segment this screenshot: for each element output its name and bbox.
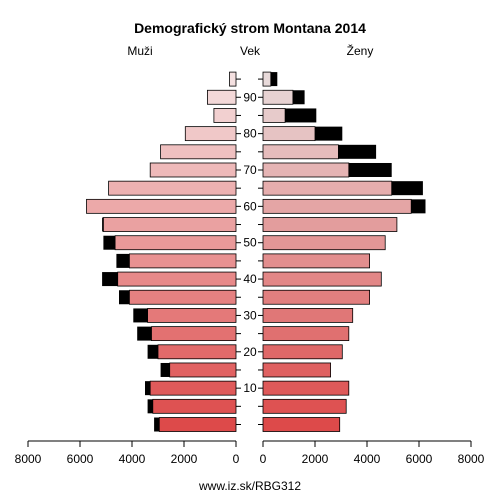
age-tick-label: 30 bbox=[243, 308, 257, 322]
female-bar-20-24 bbox=[262, 344, 343, 360]
female-excess-bar-70-74 bbox=[348, 162, 392, 177]
male-excess-bar-15-19 bbox=[160, 362, 170, 377]
right-x-tick-label: 8000 bbox=[458, 452, 485, 466]
female-bar-80-84 bbox=[262, 126, 316, 142]
right-x-tick-label: 4000 bbox=[354, 452, 381, 466]
male-bar-5-9 bbox=[152, 398, 237, 414]
female-bar-50-54 bbox=[262, 235, 386, 251]
male-bar-80-84 bbox=[184, 126, 237, 142]
female-bar-75-79 bbox=[262, 144, 339, 160]
female-bar-0-4 bbox=[262, 417, 341, 432]
male-bar-25-29 bbox=[151, 326, 237, 342]
left-x-tick-label: 2000 bbox=[171, 452, 198, 466]
male-excess-bar-20-24 bbox=[147, 344, 158, 359]
male-excess-bar-50-54 bbox=[103, 235, 116, 250]
male-bar-15-19 bbox=[169, 362, 237, 378]
female-bar-10-14 bbox=[262, 380, 350, 396]
left-x-tick-label: 8000 bbox=[15, 452, 42, 466]
male-bar-90+ bbox=[206, 89, 237, 105]
female-bar-5-9 bbox=[262, 398, 347, 414]
male-bar-10-14 bbox=[149, 380, 237, 396]
female-excess-bar-75-79 bbox=[338, 144, 377, 159]
male-bars bbox=[86, 71, 237, 432]
male-bar-85-89 bbox=[213, 108, 237, 123]
female-bar-40-44 bbox=[262, 271, 382, 287]
chart-title: Demografický strom Montana 2014 bbox=[134, 20, 366, 36]
male-bar-35-39 bbox=[128, 289, 237, 305]
right-x-tick-label: 6000 bbox=[406, 452, 433, 466]
right-x-tick-label: 0 bbox=[260, 452, 267, 466]
female-bar-undefined bbox=[262, 71, 272, 87]
male-bar-45-49 bbox=[128, 253, 237, 269]
male-excess-bar-10-14 bbox=[145, 381, 151, 396]
male-excess-bar-55-59 bbox=[102, 217, 104, 232]
female-bars bbox=[262, 71, 426, 432]
age-tick-label: 50 bbox=[243, 236, 257, 250]
age-tick-label: 80 bbox=[243, 127, 257, 141]
male-excess-bar-0-4 bbox=[154, 417, 160, 432]
female-bar-60-64 bbox=[262, 198, 412, 214]
age-tick-label: 90 bbox=[243, 90, 257, 104]
age-tick-label: 40 bbox=[243, 272, 257, 286]
male-bar-undefined bbox=[229, 71, 237, 87]
male-excess-bar-5-9 bbox=[147, 399, 153, 414]
female-excess-bar-60-64 bbox=[411, 199, 426, 214]
right-x-tick-label: 2000 bbox=[302, 452, 329, 466]
male-excess-bar-40-44 bbox=[102, 272, 118, 287]
male-bar-40-44 bbox=[117, 271, 237, 287]
left-x-tick-label: 4000 bbox=[119, 452, 146, 466]
male-bar-20-24 bbox=[157, 344, 237, 360]
male-excess-bar-45-49 bbox=[116, 253, 130, 268]
center-axis-label: Vek bbox=[240, 44, 261, 58]
age-tick-label: 70 bbox=[243, 163, 257, 177]
female-excess-bar-65-69 bbox=[391, 181, 423, 196]
age-axis: 10 20 30 40 50 60 70 80 90 bbox=[236, 78, 263, 426]
female-bar-45-49 bbox=[262, 253, 370, 269]
female-bar-65-69 bbox=[262, 180, 393, 196]
left-side-label: Muži bbox=[127, 44, 152, 58]
age-tick-label: 20 bbox=[243, 345, 257, 359]
left-x-tick-label: 6000 bbox=[67, 452, 94, 466]
male-excess-bar-30-34 bbox=[133, 308, 148, 323]
female-bar-35-39 bbox=[262, 289, 370, 305]
footer-url: www.iz.sk/RBG312 bbox=[198, 479, 301, 493]
female-excess-bar-90+ bbox=[292, 90, 305, 105]
age-tick-label: 60 bbox=[243, 199, 257, 213]
female-bar-15-19 bbox=[262, 362, 331, 378]
male-excess-bar-35-39 bbox=[119, 290, 130, 305]
female-bar-55-59 bbox=[262, 217, 398, 232]
male-bar-50-54 bbox=[114, 235, 237, 251]
left-x-tick-label: 0 bbox=[233, 452, 240, 466]
male-excess-bar-25-29 bbox=[137, 326, 152, 341]
female-bar-90+ bbox=[262, 89, 294, 105]
male-bar-70-74 bbox=[149, 162, 237, 178]
female-excess-bar-undefined bbox=[270, 72, 278, 87]
population-axis: 8000 6000 4000 2000 0 0 2000 4000 6000 8000 bbox=[15, 440, 485, 466]
male-bar-0-4 bbox=[158, 417, 237, 432]
age-tick-label: 10 bbox=[243, 381, 257, 395]
female-excess-bar-85-89 bbox=[285, 108, 317, 123]
male-bar-65-69 bbox=[108, 180, 237, 196]
female-bar-85-89 bbox=[262, 108, 286, 123]
female-bar-70-74 bbox=[262, 162, 350, 178]
female-bar-25-29 bbox=[262, 326, 350, 342]
female-excess-bar-80-84 bbox=[315, 126, 343, 141]
right-side-label: Ženy bbox=[347, 43, 374, 58]
male-bar-55-59 bbox=[103, 217, 237, 232]
male-bar-30-34 bbox=[147, 308, 237, 323]
male-bar-60-64 bbox=[86, 198, 237, 214]
female-bar-30-34 bbox=[262, 308, 354, 323]
male-bar-75-79 bbox=[160, 144, 237, 160]
